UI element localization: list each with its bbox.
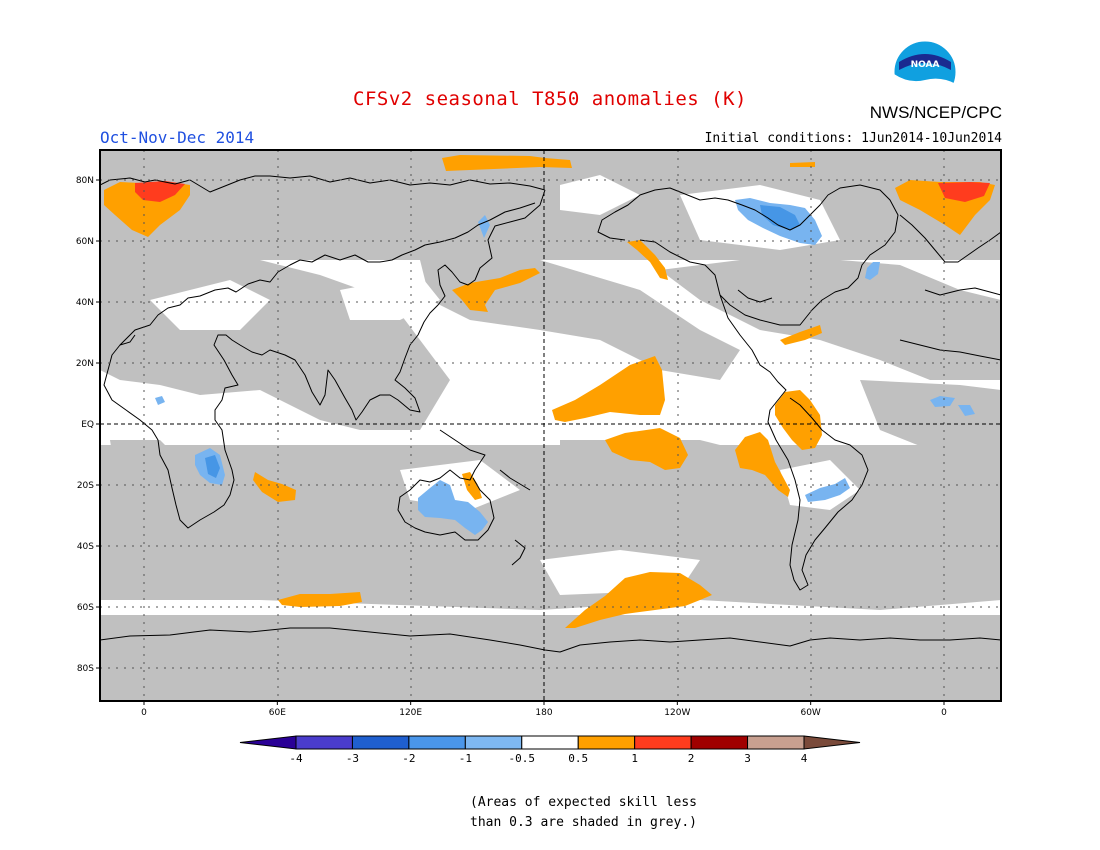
colorbar-label: 4 [801,752,808,765]
japan-kuroshio-warm-anomaly [452,268,540,312]
lat-label-80n: 80N [76,176,94,186]
colorbar-swatch [577,735,636,750]
colorbar-label: -4 [289,752,303,765]
colorbar-swatch [464,735,523,750]
atlantic-north-cool [865,262,880,280]
atlantic-small-warm [780,325,822,345]
colorbar-swatch [295,735,353,750]
lat-label-40n: 40N [76,298,94,308]
lat-label-60n: 60N [76,237,94,247]
skill-note: (Areas of expected skill less than 0.3 a… [470,793,697,833]
lat-label-40s: 40S [77,542,94,552]
warm-anomalies [104,155,995,628]
central-pacific-warm-anomaly [552,356,665,422]
alaska-coast-warm-anomaly [627,240,668,280]
lat-label-eq: EQ [81,420,94,430]
bering-arctic-warm-anomaly [442,155,572,171]
skill-note-line1: (Areas of expected skill less [470,795,697,810]
west-africa-cool [155,396,165,405]
arctic-small-warm [790,162,815,167]
lat-label-80s: 80S [77,664,94,674]
southern-africa-core-cool [205,455,220,478]
peru-coast-warm-anomaly [735,432,790,497]
australia-cool-anomaly [418,480,488,535]
season-label: Oct-Nov-Dec 2014 [100,128,255,147]
latitude-axis: 80N 60N 40N 20N EQ 20S 40S 60S 80S [76,176,100,674]
initial-conditions-label: Initial conditions: 1Jun2014-10Jun2014 [704,131,1002,146]
colorbar-label: 2 [688,752,695,765]
lon-label-180: 180 [535,708,552,718]
northern-south-america-warm-anomaly [775,390,822,450]
longitude-axis: 0 60E 120E 180 120W 60W 0 [141,701,947,718]
colorbar-label: 3 [744,752,751,765]
colorbar-swatch [634,735,692,750]
lon-label-0: 0 [141,708,147,718]
colorbar-label: -3 [346,752,359,765]
chart-title: CFSv2 seasonal T850 anomalies (K) [353,88,747,110]
lon-label-120e: 120E [399,708,422,718]
atlantic-tropic-cool-2 [958,405,975,416]
south-pacific-warm-anomaly [605,428,688,470]
greenland-core-anomaly [938,182,990,202]
anomaly-map: 80N 60N 40N 20N EQ 20S 40S 60S 80S 0 60E 120E 180 12… [76,149,1002,718]
colorbar-swatch [351,735,410,750]
lon-label-120w: 120W [664,708,690,718]
lon-label-60e: 60E [269,708,286,718]
colorbar-swatch [690,735,749,750]
brazil-cool-anomaly [805,478,850,502]
atlantic-tropic-cool [930,396,955,407]
skill-note-line2: than 0.3 are shaded in grey.) [470,815,697,830]
coastlines [100,175,1001,653]
colorbar-label: -0.5 [509,752,536,765]
lat-label-20s: 20S [77,481,94,491]
noaa-logo-text: NOAA [911,60,940,70]
colorbar-label: -1 [459,752,472,765]
cool-anomalies [155,198,975,535]
colorbar-swatch [408,735,466,750]
colorbar-label: 1 [631,752,638,765]
agency-label: NWS/NCEP/CPC [869,103,1002,122]
colorbar-label: 0.5 [568,752,588,765]
colorbar-labels: -4 -3 -2 -1 -0.5 0.5 1 2 3 4 [289,752,807,765]
lon-label-60w: 60W [800,708,820,718]
southern-ocean-warm-anomaly [565,572,712,628]
hudson-core-cool [760,205,800,230]
lat-label-20n: 20N [76,359,94,369]
barents-core-anomaly [135,181,185,202]
colorbar-swatches [239,735,861,750]
colorbar-swatch-min [239,735,297,750]
indian-ocean-south-warm-anomaly [278,592,362,607]
colorbar-swatch [747,735,805,750]
low-skill-grey-areas [100,150,1001,701]
colorbar-swatch-max [803,735,861,750]
colorbar-swatch [521,735,579,750]
lat-label-60s: 60S [77,603,94,613]
map-frame [99,149,1002,702]
colorbar-label: -2 [402,752,415,765]
madagascar-warm-anomaly [253,472,296,502]
noaa-logo: NOAA [893,40,957,104]
lon-label-0: 0 [941,708,947,718]
